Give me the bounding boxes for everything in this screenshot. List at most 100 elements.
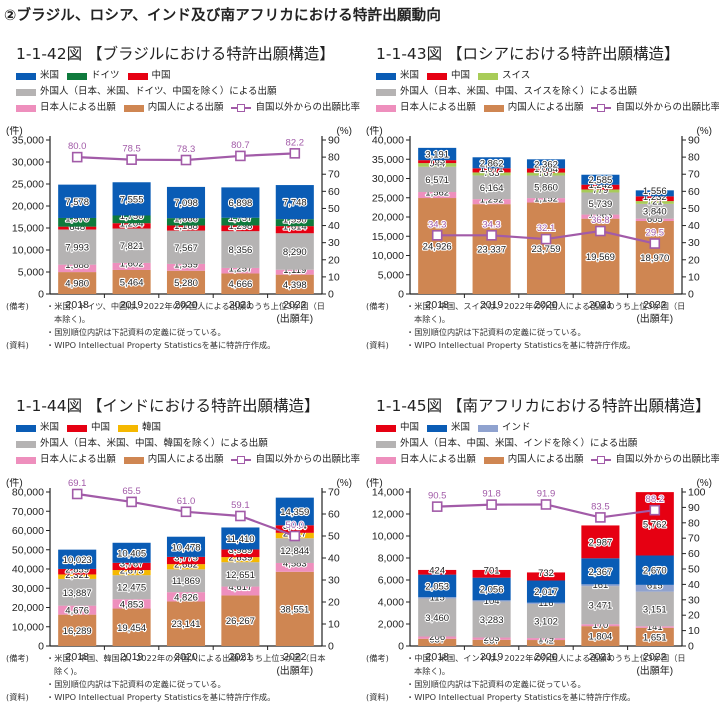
legend-label: 米国 <box>451 422 471 433</box>
y2-tick-label: 50 <box>688 203 700 215</box>
data-label: 2,987 <box>589 537 613 548</box>
data-label: 6,571 <box>425 175 449 186</box>
bar-segment-other-foreign <box>526 175 566 199</box>
data-label: 10,405 <box>117 548 146 559</box>
bar-segment-domestic <box>221 273 260 294</box>
data-label: 5,464 <box>120 277 144 288</box>
ratio-label: 88.2 <box>646 494 665 505</box>
color-swatch <box>123 456 144 464</box>
y2-tick-label: 80 <box>688 517 700 529</box>
data-label: 4,666 <box>229 279 253 290</box>
x-tick-label: 2020 <box>534 651 558 663</box>
legend-item-india: インド <box>478 420 531 436</box>
ratio-marker <box>126 496 137 508</box>
bar-segment-japan <box>581 624 620 627</box>
data-label: 3,191 <box>425 150 449 161</box>
russia-chart-panel: 1-1-43図 【ロシアにおける特許出願構造】 米国 中国 スイス 外国人（日本、米国… <box>364 42 719 372</box>
data-label: 2,862 <box>480 158 504 169</box>
legend-item-swiss: スイス <box>478 68 530 84</box>
data-label: 14,359 <box>280 507 309 518</box>
ratio-marker <box>289 148 301 159</box>
color-swatch <box>123 104 144 112</box>
legend-label: 韓国 <box>142 422 162 433</box>
bar-segment-china <box>221 549 260 558</box>
y2-tick-label: 60 <box>688 186 700 198</box>
bar-segment-india <box>526 602 566 604</box>
brazil-chart-panel: 1-1-42図 【ブラジルにおける特許出願構造】 米国 ドイツ 中国 外国人（日本、米… <box>4 42 360 372</box>
bar-segment-china <box>635 196 674 202</box>
legend-item-japan: 日本人による出願 <box>16 452 116 468</box>
y-tick-label: 0 <box>38 641 44 653</box>
y-tick-label: 8,000 <box>378 553 404 565</box>
note-text: 除く)。 <box>54 666 82 676</box>
legend-label: ドイツ <box>91 70 120 81</box>
note-label: (備考) <box>6 301 29 311</box>
bar-segment-domestic <box>635 220 674 294</box>
legend-label: 米国 <box>400 70 420 81</box>
bar-segment-domestic <box>112 608 151 646</box>
bar-segment-japan <box>166 592 206 602</box>
india-chart: (件) (%) 0 10,000 20,000 30,000 40,000 50,000 60,… <box>6 478 352 677</box>
note-label: (資料) <box>6 692 29 702</box>
bar-segment-domestic <box>166 601 206 646</box>
y-tick-label: 6,000 <box>378 575 404 587</box>
bar-segment-china <box>112 562 151 571</box>
note-text: 本除く)。 <box>54 314 90 324</box>
legend-item-domestic: 内国人による出願 <box>123 100 224 116</box>
y2-axis-unit-label: (%) <box>696 478 712 489</box>
y-tick-label: 15,000 <box>12 223 44 235</box>
data-label: 8,290 <box>283 247 307 258</box>
bar-segment-us <box>58 549 97 569</box>
bar-segment-us <box>221 527 260 550</box>
bar-segment-domestic <box>221 595 260 646</box>
y2-tick-label: 90 <box>688 135 700 147</box>
bar-segment-china <box>418 160 457 164</box>
note-label: (備考) <box>366 653 389 663</box>
note-text: ・WIPO Intellectual Property Statisticsを基… <box>406 692 636 702</box>
data-label: 8,356 <box>229 245 253 256</box>
color-swatch <box>478 424 499 432</box>
bar-segment-japan <box>472 637 511 640</box>
ratio-label: 50.0 <box>286 520 305 531</box>
y2-tick-label: 70 <box>328 487 340 499</box>
india-chart-panel: 1-1-44図 【インドにおける特許出願構造】 米国 中国 韓国 外国人（日本、米国、… <box>4 394 360 724</box>
bar-segment-japan <box>418 636 457 639</box>
bar-segment-swiss <box>418 163 457 167</box>
color-swatch <box>376 104 396 112</box>
y2-tick-label: 20 <box>328 254 340 266</box>
legend-item-japan: 日本人による出願 <box>376 452 476 468</box>
legend-item-japan: 日本人による出願 <box>376 100 476 116</box>
y2-axis-unit-label: (%) <box>696 126 712 137</box>
data-label: 10,478 <box>171 542 200 553</box>
chart-title: 1-1-42図 【ブラジルにおける特許出願構造】 <box>16 45 335 63</box>
bar-segment-domestic <box>472 204 511 294</box>
legend-label: 内国人による出願 <box>147 102 224 113</box>
legend-row: 外国人（日本、米国、中国、スイスを除く）による出願 <box>376 84 719 100</box>
legend-item-other-foreign: 外国人（日本、米国、ドイツ、中国を除く）による出願 <box>16 84 276 100</box>
bar-segment-other-foreign <box>418 166 457 193</box>
bar-segment-other-foreign <box>166 230 206 264</box>
data-label: 23,337 <box>477 245 506 256</box>
x-tick-label: 2020 <box>534 299 558 311</box>
bar-segment-japan <box>58 605 97 615</box>
note-line: ・国別順位内訳は下記資料の定義に従っている。 <box>6 678 326 691</box>
y-tick-label: 10,000 <box>12 245 44 257</box>
bar-segment-us <box>418 147 457 161</box>
y2-tick-label: 0 <box>328 289 334 301</box>
legend-label: 自国以外からの出願比率 <box>615 102 719 113</box>
legend-row: 中国 米国 インド <box>376 420 719 436</box>
legend-label: 外国人（日本、米国、中国、スイスを除く）による出願 <box>400 86 637 97</box>
legend-item-other-foreign: 外国人（日本、米国、中国、韓国を除く）による出願 <box>16 436 268 452</box>
bar-segment-china <box>58 568 97 575</box>
y2-tick-label: 70 <box>688 169 700 181</box>
x-tick-label: 2022 <box>643 299 667 311</box>
ratio-marker <box>71 488 83 500</box>
data-label: 2,367 <box>589 567 613 578</box>
legend-row: 米国 中国 韓国 <box>16 420 368 436</box>
note-label: (資料) <box>366 692 389 702</box>
note-line: 本除く)。 <box>6 313 325 326</box>
data-label: 12,475 <box>117 583 146 594</box>
ratio-label: 69.1 <box>68 478 87 489</box>
y-tick-label: 50,000 <box>12 544 44 556</box>
bar-segment-china <box>166 556 206 565</box>
